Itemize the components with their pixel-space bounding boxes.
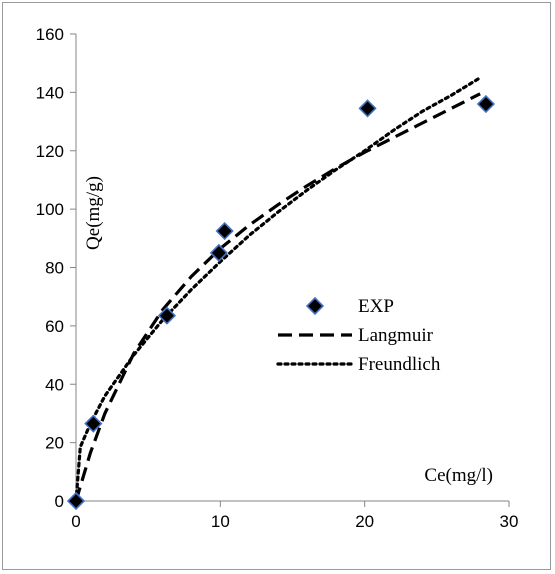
y-tick-label: 60 [45, 317, 64, 336]
x-tick-label: 30 [500, 512, 519, 531]
chart-frame: 0 20 40 60 80 100 120 140 160 0 10 20 30 Qe(mg/g) C… [2, 2, 551, 570]
plot-lines [74, 76, 482, 503]
y-axis-ticks: 0 20 40 60 80 100 120 140 160 [36, 25, 76, 511]
plot-markers [66, 94, 496, 511]
series-line-freundlich [74, 76, 482, 503]
x-axis-ticks: 0 10 20 30 [71, 501, 518, 531]
y-axis-label: Qe(mg/g) [83, 176, 104, 250]
y-tick-label: 120 [36, 142, 64, 161]
y-tick-label: 0 [55, 492, 64, 511]
series-line-langmuir [74, 92, 481, 502]
data-point [215, 221, 234, 241]
x-tick-label: 0 [71, 512, 80, 531]
legend-marker [305, 296, 325, 316]
y-tick-label: 160 [36, 25, 64, 44]
y-tick-label: 80 [45, 259, 64, 278]
data-point [209, 243, 229, 263]
data-point [476, 94, 496, 114]
chart-canvas: 0 20 40 60 80 100 120 140 160 0 10 20 30 Qe(mg/g) C… [36, 25, 519, 531]
data-point [84, 414, 103, 433]
data-point [66, 491, 86, 511]
y-tick-label: 100 [36, 200, 64, 219]
x-axis-label: Ce(mg/l) [424, 465, 493, 486]
x-tick-label: 20 [355, 512, 374, 531]
data-point [157, 306, 177, 325]
legend-label: Freundlich [358, 354, 441, 375]
legend-label: Langmuir [358, 325, 434, 346]
x-tick-label: 10 [211, 512, 230, 531]
data-point [358, 99, 377, 118]
y-tick-label: 40 [45, 375, 64, 394]
y-tick-label: 140 [36, 83, 64, 102]
legend: EXP Langmuir Freundlich [276, 296, 441, 375]
legend-label: EXP [358, 296, 394, 317]
y-tick-label: 20 [45, 434, 64, 453]
